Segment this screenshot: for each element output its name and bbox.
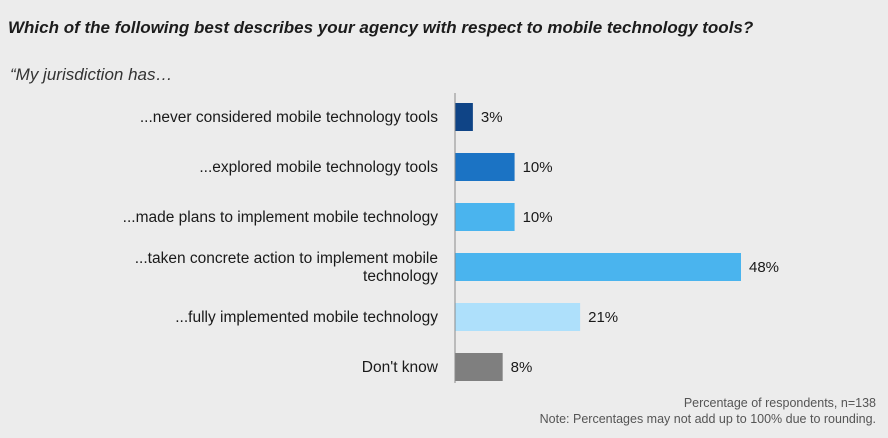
value-label-0: 3% xyxy=(481,109,503,126)
bar-0 xyxy=(455,103,473,131)
value-label-5: 8% xyxy=(511,359,533,376)
bar-4 xyxy=(455,303,581,331)
category-label-1: ...explored mobile technology tools xyxy=(199,159,438,176)
footnote-sample: Percentage of respondents, n=138 xyxy=(683,396,876,410)
category-label-4: ...fully implemented mobile technology xyxy=(175,309,438,326)
footnote-rounding: Note: Percentages may not add up to 100%… xyxy=(539,412,876,426)
category-label-0: ...never considered mobile technology to… xyxy=(140,109,438,126)
bar-3 xyxy=(455,253,741,281)
chart-subtitle: “My jurisdiction has… xyxy=(10,65,173,84)
bar-2 xyxy=(455,203,515,231)
value-label-1: 10% xyxy=(523,159,553,176)
category-label-5: Don't know xyxy=(362,359,439,376)
value-label-2: 10% xyxy=(523,209,553,226)
category-label-3: ...taken concrete action to implement mo… xyxy=(135,250,439,285)
value-label-3: 48% xyxy=(749,259,779,276)
value-label-4: 21% xyxy=(588,309,618,326)
chart-title: Which of the following best describes yo… xyxy=(8,18,754,37)
bar-5 xyxy=(455,353,503,381)
category-label-2: ...made plans to implement mobile techno… xyxy=(123,209,439,226)
bar-1 xyxy=(455,153,515,181)
